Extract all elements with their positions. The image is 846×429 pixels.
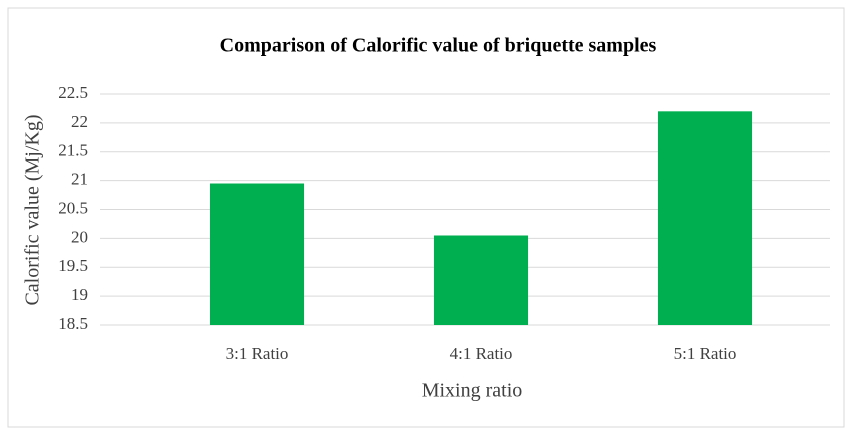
bar	[433, 235, 529, 325]
y-tick-label: 19	[71, 285, 88, 304]
x-tick-label: 3:1 Ratio	[226, 344, 289, 363]
bar	[209, 183, 305, 325]
y-tick-label: 20	[71, 227, 88, 246]
x-axis-title: Mixing ratio	[422, 380, 523, 402]
y-tick-label: 19.5	[58, 256, 88, 275]
bar	[657, 111, 753, 325]
x-tick-label: 5:1 Ratio	[674, 344, 737, 363]
y-axis-title: Calorific value (Mj/Kg)	[22, 114, 44, 305]
y-tick-label: 21.5	[58, 141, 88, 160]
chart-title: Comparison of Calorific value of briquet…	[220, 35, 657, 57]
y-tick-label: 20.5	[58, 198, 88, 217]
x-tick-label: 4:1 Ratio	[450, 344, 513, 363]
y-tick-label: 21	[71, 170, 88, 189]
y-tick-label: 18.5	[58, 314, 88, 333]
y-tick-label: 22	[71, 112, 88, 131]
y-tick-label: 22.5	[58, 83, 88, 102]
